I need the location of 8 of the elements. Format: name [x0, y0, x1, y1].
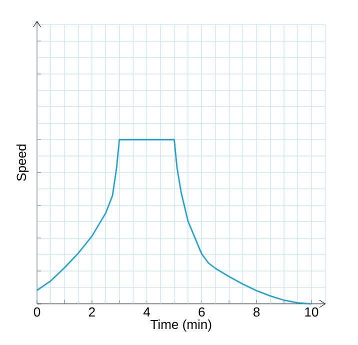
x-tick-label: 2 [88, 307, 95, 316]
x-tick-label: 8 [254, 307, 260, 317]
x-axis-title: Time (min) [150, 319, 212, 332]
y-axis-title: Speed [16, 144, 29, 181]
x-tick-label: 10 [305, 307, 318, 317]
x-tick-label: 4 [143, 307, 150, 316]
x-tick-label: 0 [34, 307, 40, 317]
x-tick-label: 6 [198, 307, 205, 317]
